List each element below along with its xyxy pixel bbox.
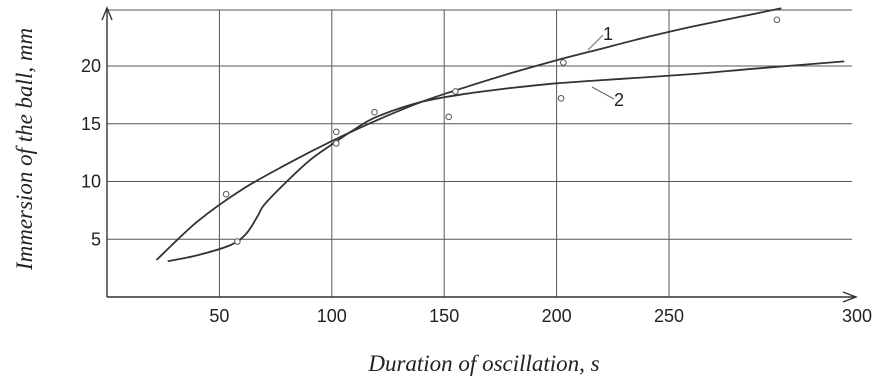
curve-labels: 1 2 — [587, 24, 624, 110]
data-point — [234, 238, 241, 245]
series — [155, 7, 845, 263]
x-tick-label: 50 — [209, 306, 229, 326]
series-line-2 — [167, 60, 845, 263]
data-point — [332, 128, 340, 136]
data-point — [371, 108, 378, 116]
curve-1-leader — [587, 34, 604, 51]
data-points — [222, 16, 781, 245]
x-tick-labels: 50 100 150 200 250 300 — [209, 306, 872, 326]
y-axis-title: Immersion of the ball, mm — [12, 28, 37, 271]
data-point — [452, 88, 459, 95]
x-axis-arrow — [842, 291, 858, 303]
data-point — [445, 113, 452, 121]
axes — [101, 6, 858, 303]
series-line-1 — [155, 7, 782, 261]
x-tick-label: 200 — [542, 306, 572, 326]
data-point — [557, 95, 565, 102]
data-point — [222, 190, 230, 198]
curve-1-label: 1 — [603, 24, 613, 44]
y-tick-label: 10 — [81, 172, 101, 192]
x-tick-label: 250 — [654, 306, 684, 326]
y-tick-label: 15 — [81, 114, 101, 134]
x-tick-label: 150 — [429, 306, 459, 326]
y-tick-label: 20 — [81, 56, 101, 76]
curve-2-label: 2 — [614, 90, 624, 110]
y-tick-labels: 5 10 15 20 — [81, 56, 101, 249]
x-axis-title: Duration of oscillation, s — [367, 351, 599, 376]
y-axis-arrow — [101, 6, 113, 21]
data-point — [773, 16, 781, 24]
curve-2-leader — [591, 86, 615, 100]
y-tick-label: 5 — [91, 229, 101, 249]
x-tick-label: 300 — [842, 306, 872, 326]
data-point — [332, 140, 340, 147]
x-tick-label: 100 — [317, 306, 347, 326]
data-point — [560, 59, 567, 66]
grid — [107, 9, 852, 297]
